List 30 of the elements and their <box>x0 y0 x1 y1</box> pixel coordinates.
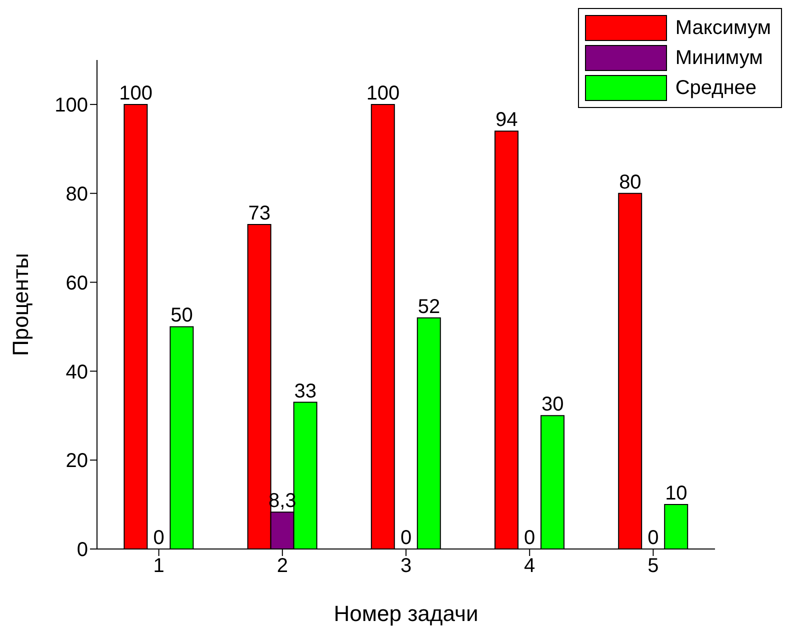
data-label: 0 <box>400 527 412 549</box>
data-label: 0 <box>648 527 659 549</box>
y-tick-label: 40 <box>66 361 88 384</box>
y-tick-label: 100 <box>54 94 88 117</box>
y-tick-label: 60 <box>66 272 88 294</box>
data-label: 50 <box>170 304 193 327</box>
data-label: 73 <box>248 202 271 224</box>
x-axis-title: Номер задачи <box>334 601 478 626</box>
data-label: 94 <box>495 109 518 132</box>
y-tick-label: 20 <box>66 450 88 472</box>
x-tick-label: 5 <box>648 555 659 578</box>
x-tick-label: 2 <box>276 555 288 578</box>
data-label: 52 <box>418 296 440 318</box>
data-label: 0 <box>153 527 164 549</box>
legend-label: Среднее <box>675 76 757 100</box>
data-label: 30 <box>541 394 564 416</box>
x-tick-label: 1 <box>153 555 164 578</box>
data-label: 80 <box>619 171 642 194</box>
legend-label: Минимум <box>675 46 763 70</box>
y-axis-title: Проценты <box>8 253 33 356</box>
data-label: 100 <box>366 82 400 104</box>
data-label: 10 <box>665 482 688 505</box>
y-tick-label: 0 <box>76 539 88 562</box>
data-label: 100 <box>119 82 152 104</box>
y-tick-label: 80 <box>66 183 88 206</box>
data-label: 0 <box>524 527 536 549</box>
legend-label: Максимум <box>675 16 771 40</box>
x-tick-label: 3 <box>400 555 412 578</box>
data-label: 33 <box>294 380 317 402</box>
x-tick-label: 4 <box>524 555 536 578</box>
